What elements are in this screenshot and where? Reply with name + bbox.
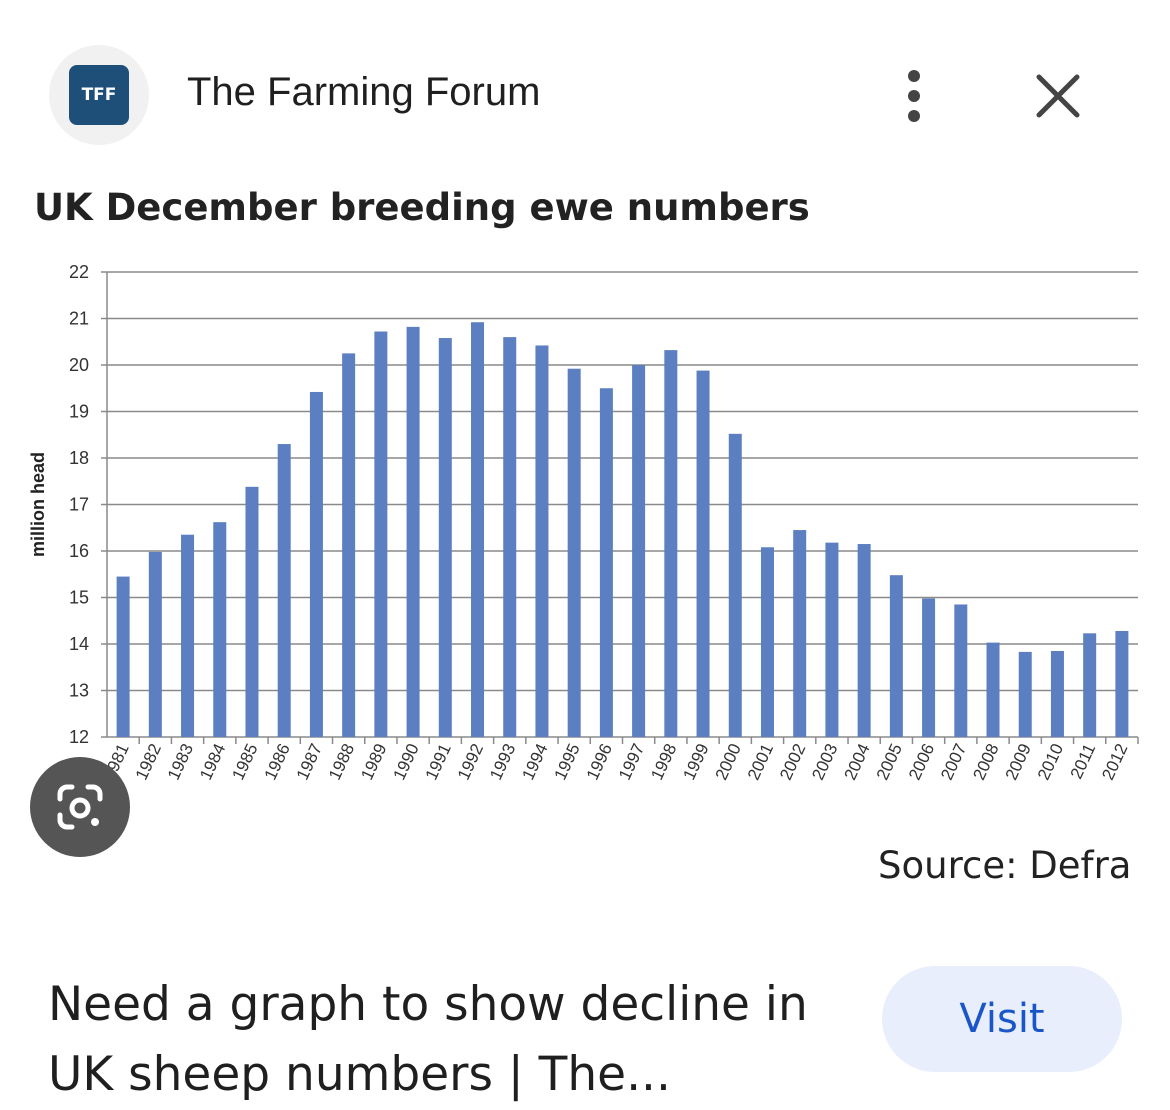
bar: [503, 337, 517, 737]
x-tick-label: 2000: [712, 741, 745, 783]
y-tick-label: 16: [69, 541, 89, 561]
y-tick-label: 14: [69, 634, 89, 654]
bar: [599, 388, 613, 737]
y-axis-label: million head: [28, 452, 48, 557]
result-header: TFF The Farming Forum: [0, 0, 1170, 180]
site-name[interactable]: The Farming Forum: [187, 70, 541, 114]
x-tick-label: 2008: [969, 741, 1002, 783]
bar: [116, 576, 130, 737]
y-tick-label: 17: [69, 495, 89, 515]
x-tick-label: 2001: [744, 741, 777, 783]
lens-search-button[interactable]: [30, 757, 130, 857]
y-tick-label: 19: [69, 402, 89, 422]
x-tick-label: 2007: [937, 741, 970, 783]
x-tick-label: 2012: [1098, 741, 1131, 783]
x-tick-label: 1986: [261, 741, 294, 783]
bar: [535, 345, 549, 737]
bar: [760, 547, 774, 737]
visit-button[interactable]: Visit: [882, 966, 1122, 1072]
chart-source: Source: Defra: [878, 844, 1132, 887]
x-tick-label: 1996: [583, 741, 616, 783]
chart-image[interactable]: 12 13 14 15 16 17 18 19 20 21 22 million head 1981 19…: [0, 180, 1170, 900]
bar: [342, 353, 356, 737]
x-tick-label: 1984: [196, 741, 229, 783]
y-tick-label: 12: [69, 727, 89, 747]
y-tick-label: 21: [69, 309, 89, 329]
x-tick-label: 2003: [808, 741, 841, 783]
bar: [181, 534, 195, 737]
site-favicon: TFF: [49, 45, 149, 145]
y-tick-label: 20: [69, 355, 89, 375]
close-icon[interactable]: [1030, 68, 1086, 124]
x-tick-label: 1993: [486, 741, 519, 783]
x-tick-label: 1997: [615, 741, 648, 783]
bar: [213, 522, 227, 737]
bar: [1083, 633, 1097, 737]
bar: [1050, 650, 1064, 737]
bar: [1018, 651, 1032, 737]
bar: [664, 350, 678, 737]
x-tick-label: 2010: [1034, 741, 1067, 783]
x-tick-label: 1999: [679, 741, 712, 783]
x-tick-label: 1989: [357, 741, 390, 783]
x-tick-label: 1987: [293, 741, 326, 783]
site-logo: TFF: [69, 65, 129, 125]
bar: [954, 604, 968, 737]
x-tick-label: 1992: [454, 741, 487, 783]
bar: [374, 331, 388, 737]
x-tick-label: 1990: [389, 741, 422, 783]
bar: [793, 530, 807, 737]
bar: [309, 391, 323, 737]
x-tick-label: 2009: [1002, 741, 1035, 783]
x-tick-label: 2004: [841, 741, 874, 783]
y-tick-label: 13: [69, 681, 89, 701]
bar: [1115, 630, 1129, 737]
x-tick-label: 1991: [422, 741, 455, 783]
result-caption[interactable]: Need a graph to show decline in UK sheep…: [48, 977, 808, 1102]
bar: [567, 368, 581, 737]
google-lens-icon: [57, 784, 103, 830]
bar: [632, 365, 646, 737]
y-tick-label: 15: [69, 588, 89, 608]
bar: [825, 542, 839, 737]
bar: [696, 370, 710, 737]
more-vert-icon[interactable]: [898, 68, 930, 124]
bar: [471, 322, 485, 737]
x-tick-label: 1995: [551, 741, 584, 783]
bar: [728, 433, 742, 737]
bar: [986, 642, 1000, 737]
x-tick-label: 1994: [518, 741, 551, 783]
y-tick-label: 22: [69, 262, 89, 282]
bar: [245, 486, 259, 737]
bar: [406, 326, 420, 737]
x-tick-label: 1983: [164, 741, 197, 783]
x-tick-label: 1998: [647, 741, 680, 783]
y-tick-label: 18: [69, 448, 89, 468]
x-tick-label: 1985: [228, 741, 261, 783]
x-tick-label: 2011: [1067, 741, 1100, 782]
bar: [438, 338, 452, 737]
x-tick-label: 2002: [776, 741, 809, 783]
x-tick-label: 1982: [132, 741, 165, 783]
bar: [277, 444, 291, 737]
x-tick-label: 2005: [873, 741, 906, 783]
bar: [922, 598, 936, 737]
bar: [857, 544, 871, 737]
bar: [889, 575, 903, 737]
x-tick-label: 2006: [905, 741, 938, 783]
bar: [148, 551, 162, 737]
x-tick-label: 1988: [325, 741, 358, 783]
chart-title: UK December breeding ewe numbers: [34, 186, 810, 229]
